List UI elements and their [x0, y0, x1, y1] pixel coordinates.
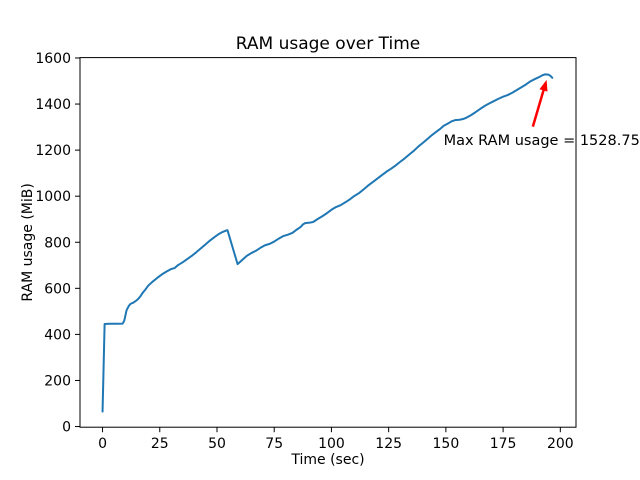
data-line-group: [101, 73, 554, 413]
y-tick-label: 1600: [35, 51, 71, 67]
x-tick-label: 200: [547, 436, 574, 452]
x-tick-label: 100: [318, 436, 345, 452]
y-tick-label: 1400: [35, 97, 71, 113]
y-tick-label: 400: [44, 327, 71, 343]
y-tick-label: 1200: [35, 143, 71, 159]
y-axis-label: RAM usage (MiB): [20, 183, 36, 301]
axes-border: [79, 57, 577, 428]
y-tick-label: 200: [44, 373, 71, 389]
annotation-arrow-shaft: [531, 88, 546, 127]
x-tick-label: 50: [208, 436, 226, 452]
x-tick-label: 150: [433, 436, 460, 452]
x-tick-label: 0: [98, 436, 107, 452]
x-tick-label: 75: [265, 436, 283, 452]
axes: 0 25 50 75 100 125 150 175 200 0 200 400 600 800 1000 1…: [35, 51, 577, 452]
y-tick-label: 0: [62, 420, 71, 436]
x-tick-label: 25: [151, 436, 169, 452]
y-tick-label: 800: [44, 235, 71, 251]
ram-usage-line: [101, 73, 554, 413]
chart-title: RAM usage over Time: [236, 34, 420, 54]
x-axis-label: Time (sec): [290, 452, 364, 468]
annotation-text: Max RAM usage = 1528.75: [444, 133, 640, 149]
x-tick-label: 125: [375, 436, 402, 452]
annotation-arrow-group: [531, 79, 548, 127]
y-tick-label: 1000: [35, 189, 71, 205]
y-tick-label: 600: [44, 281, 71, 297]
annotation-arrow-head: [539, 79, 548, 92]
x-tick-label: 175: [490, 436, 517, 452]
